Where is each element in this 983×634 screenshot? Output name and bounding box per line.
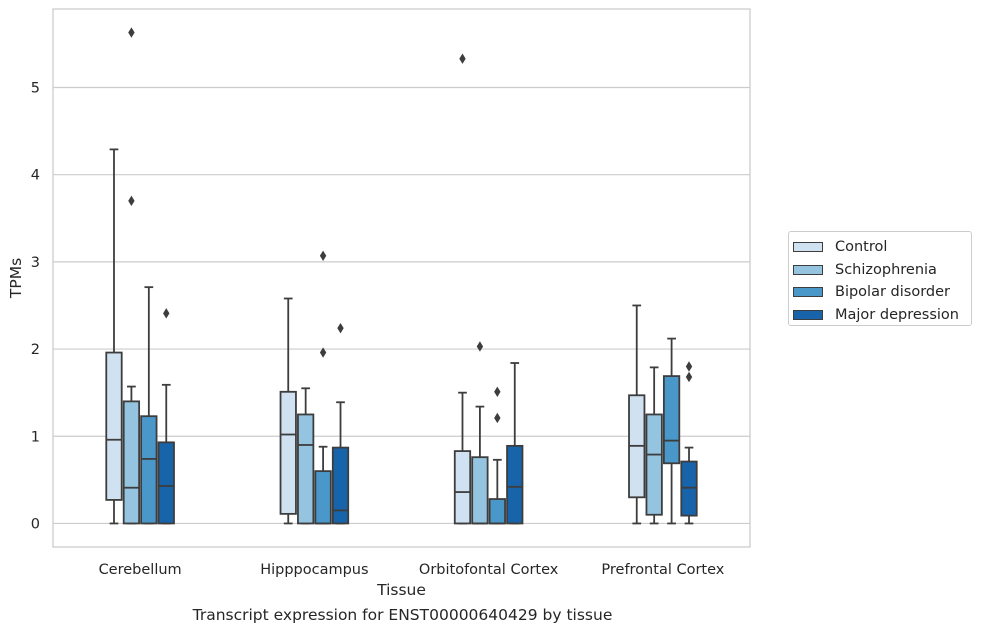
legend-item: Schizophrenia [789, 259, 971, 282]
box-0-2 [453, 53, 472, 525]
outlier-point [494, 386, 501, 397]
box-body [279, 390, 297, 515]
y-tick-label: 4 [31, 168, 40, 184]
outlier-point [128, 195, 135, 207]
box-0-0 [105, 148, 123, 525]
y-tick-label: 1 [31, 429, 40, 445]
legend-label: Control [835, 239, 888, 256]
legend-swatch [793, 242, 823, 253]
legend-label: Major depression [835, 306, 959, 323]
legend-item: Control [789, 236, 971, 259]
box-body [471, 456, 489, 525]
x-tick-label: Orbitofontal Cortex [419, 562, 559, 578]
tick-labels: 0 1 2 3 4 5 Cerebellum Hipppocampus Orbitofontal… [31, 80, 725, 578]
outlier-point [685, 371, 693, 383]
x-tick-label: Cerebellum [99, 562, 182, 578]
box-body [122, 400, 141, 525]
legend-swatch [793, 287, 823, 298]
plot-frame [52, 8, 751, 548]
outlier-point [319, 347, 327, 358]
outlier-point [319, 250, 327, 261]
outlier-point [337, 322, 344, 334]
x-axis-label: Tissue [376, 581, 426, 599]
box-0-1 [279, 297, 297, 525]
box-3-2 [506, 362, 524, 525]
box-3-0 [157, 308, 175, 525]
box-1-2 [471, 341, 489, 525]
y-tick-label: 3 [31, 255, 40, 271]
box-1-0 [122, 27, 141, 525]
box-body [331, 446, 350, 525]
outlier-point [685, 361, 693, 372]
outlier-point [476, 341, 484, 352]
outlier-point [163, 308, 170, 319]
box-1-3 [645, 366, 663, 525]
box-1-1 [297, 387, 315, 525]
box-body [314, 470, 332, 525]
outlier-point [128, 27, 135, 38]
box-body [645, 413, 663, 516]
x-tick-label: Hipppocampus [260, 562, 368, 578]
box-body [105, 351, 123, 501]
legend: Control Schizophrenia Bipolar disorder Majo… [788, 231, 972, 326]
box-2-0 [140, 286, 158, 525]
y-tick-label: 5 [31, 80, 40, 96]
box-2-2 [488, 386, 506, 525]
gridlines [53, 86, 750, 525]
x-tick-label: Prefrontal Cortex [601, 562, 724, 578]
legend-swatch [793, 309, 823, 320]
outlier-point [494, 412, 501, 424]
box-3-3 [680, 361, 698, 525]
box-body [140, 415, 158, 525]
legend-swatch [793, 264, 823, 275]
legend-item: Bipolar disorder [789, 281, 971, 304]
box-body [157, 441, 175, 525]
box-body [662, 375, 681, 465]
box-body [488, 498, 506, 525]
box-body [453, 450, 472, 525]
box-body [297, 413, 315, 525]
legend-label: Schizophrenia [835, 261, 937, 278]
boxes [105, 27, 698, 525]
y-tick-label: 0 [31, 516, 40, 532]
y-tick-label: 2 [31, 342, 40, 358]
legend-label: Bipolar disorder [835, 284, 950, 301]
y-axis-label: TPMs [7, 258, 25, 299]
box-2-3 [662, 337, 681, 525]
outlier-point [459, 53, 466, 64]
box-2-1 [314, 250, 332, 525]
chart-caption: Transcript expression for ENST0000064042… [192, 606, 613, 624]
box-3-1 [331, 322, 350, 525]
box-0-3 [628, 304, 646, 525]
box-body [506, 444, 524, 525]
legend-item: Major depression [789, 304, 971, 327]
